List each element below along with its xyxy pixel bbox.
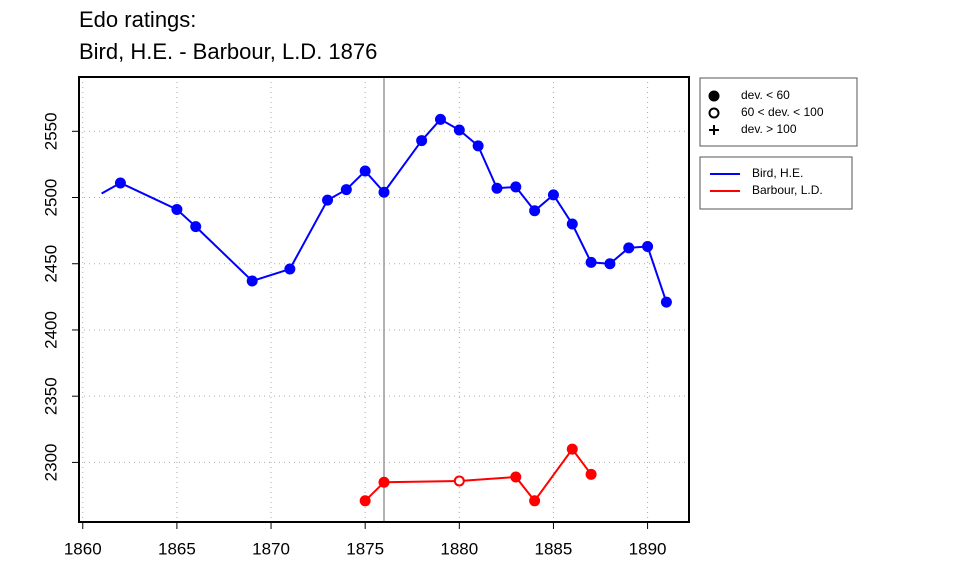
x-tick-label: 1880 [440, 539, 478, 558]
point [585, 256, 597, 268]
point [491, 182, 503, 194]
x-tick-label: 1890 [629, 539, 667, 558]
chart-title: Edo ratings: [79, 7, 196, 32]
legend-label: dev. > 100 [741, 122, 797, 136]
point [322, 194, 334, 206]
legend-label: Bird, H.E. [752, 166, 803, 180]
y-tick-label: 2500 [41, 179, 60, 217]
x-tick-label: 1885 [535, 539, 573, 558]
point [378, 186, 390, 198]
point [510, 181, 522, 193]
point [114, 177, 126, 189]
y-tick-label: 2350 [41, 377, 60, 415]
legend-box [699, 77, 858, 147]
point [284, 263, 296, 275]
x-tick-label: 1860 [64, 539, 102, 558]
point [604, 258, 616, 270]
point [359, 495, 371, 507]
point [453, 475, 465, 487]
point [472, 140, 484, 152]
legend-label: 60 < dev. < 100 [741, 105, 824, 119]
legend-label: dev. < 60 [741, 88, 790, 102]
point [623, 242, 635, 254]
legend-symbol [708, 90, 720, 102]
y-tick-label: 2450 [41, 245, 60, 283]
y-tick-label: 2550 [41, 112, 60, 150]
point [416, 135, 428, 147]
legend-label: Barbour, L.D. [752, 183, 823, 197]
point [660, 296, 672, 308]
x-tick-label: 1870 [252, 539, 290, 558]
legend-symbol [709, 125, 719, 135]
point [547, 189, 559, 201]
point [453, 124, 465, 136]
y-tick-label: 2300 [41, 443, 60, 481]
point [378, 476, 390, 488]
point [510, 471, 522, 483]
legend-box [699, 156, 853, 210]
plot-frame [78, 76, 690, 523]
series-line [364, 447, 592, 503]
point [566, 443, 578, 455]
x-tick-label: 1875 [346, 539, 384, 558]
point [190, 221, 202, 233]
legend-symbol [708, 107, 720, 119]
y-tick-label: 2400 [41, 311, 60, 349]
point [585, 468, 597, 480]
point [529, 205, 541, 217]
chart-subtitle: Bird, H.E. - Barbour, L.D. 1876 [79, 39, 377, 64]
point [340, 184, 352, 196]
point [171, 203, 183, 215]
point [529, 495, 541, 507]
x-tick-label: 1865 [158, 539, 196, 558]
point [434, 113, 446, 125]
point [566, 218, 578, 230]
point [359, 165, 371, 177]
point [246, 275, 258, 287]
point [642, 241, 654, 253]
